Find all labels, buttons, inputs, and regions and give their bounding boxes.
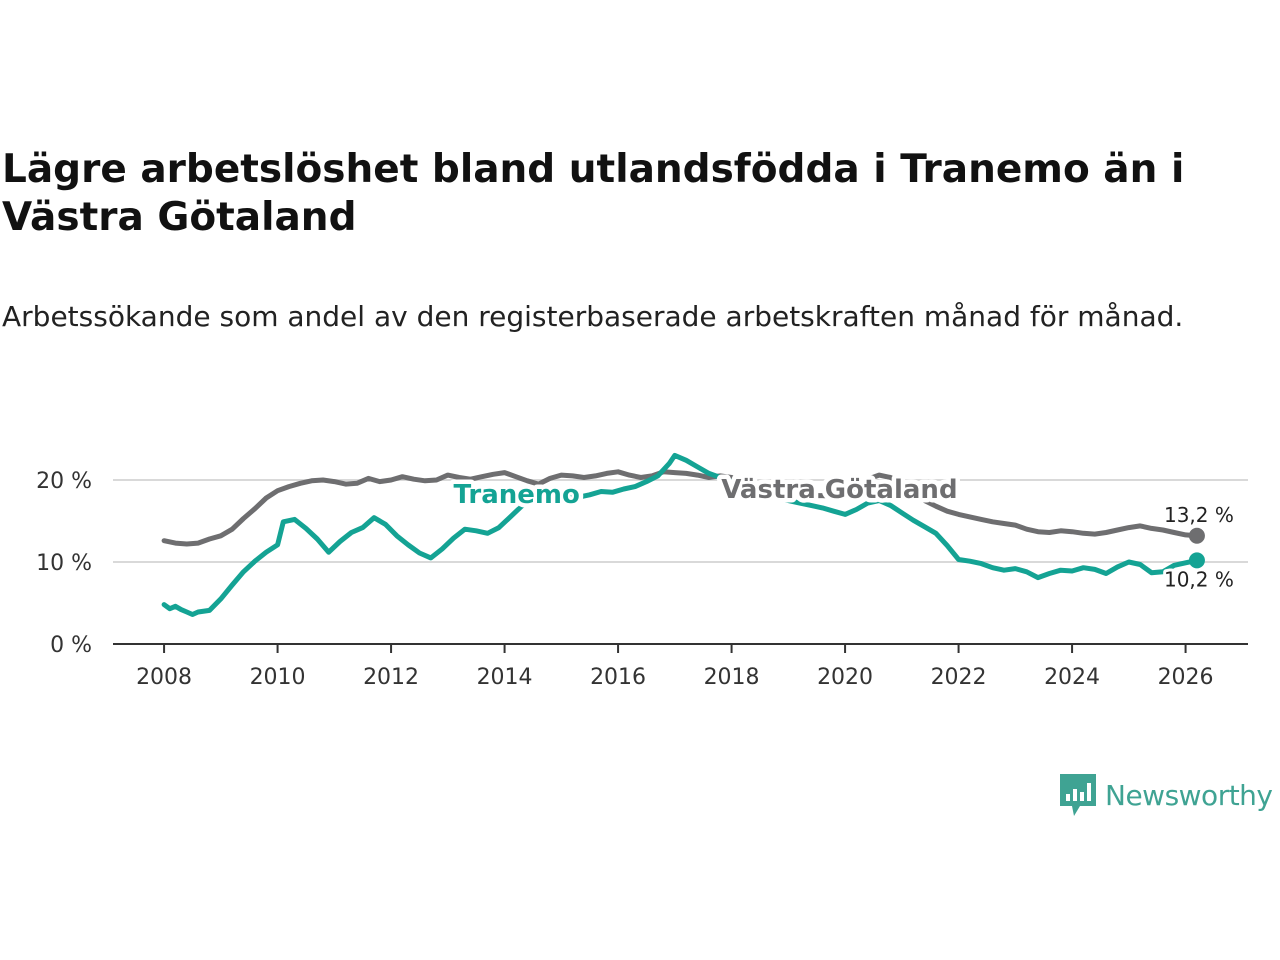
y-tick-label: 20 %: [36, 469, 92, 494]
x-tick-label: 2018: [704, 665, 760, 690]
y-tick-label: 0 %: [50, 633, 92, 658]
series-labels: Västra Götaland Tranemo: [449, 471, 962, 515]
newsworthy-brand: Newsworthy: [1058, 772, 1273, 818]
x-tick-label: 2014: [477, 665, 533, 690]
series-label-vastra-gotaland: Västra Götaland: [721, 475, 957, 505]
end-marker-vastra-gotaland: [1188, 527, 1205, 544]
x-tick-label: 2020: [817, 665, 873, 690]
series-lines: [161, 452, 1200, 617]
y-axis: 0 % 10 % 20 %: [36, 469, 92, 658]
chart-subtitle: Arbetssökande som andel av den registerb…: [2, 300, 1184, 333]
brand-name: Newsworthy: [1105, 778, 1273, 812]
end-value-label-vastra-gotaland: 13,2 %: [1164, 503, 1234, 527]
end-value-label-tranemo: 10,2 %: [1164, 567, 1234, 591]
series-line-vastra-gotaland: [161, 469, 1200, 547]
gridlines: [113, 479, 1248, 563]
x-tick-label: 2008: [136, 665, 192, 690]
series-line-tranemo: [161, 452, 1200, 617]
x-tick-label: 2024: [1044, 665, 1100, 690]
end-markers: 13,2 % 10,2 %: [1161, 500, 1237, 595]
x-tick-label: 2012: [363, 665, 419, 690]
x-tick-label: 2026: [1158, 665, 1214, 690]
y-tick-label: 10 %: [36, 551, 92, 576]
chart-title: Lägre arbetslöshet bland utlandsfödda i …: [2, 147, 1185, 240]
x-tick-label: 2010: [250, 665, 306, 690]
x-tick-label: 2016: [590, 665, 646, 690]
newsworthy-logo-icon: [1060, 774, 1096, 816]
line-chart: 0 % 10 % 20 % 2008 2010 2012 2014 2016 2018 2020…: [36, 452, 1248, 690]
end-marker-tranemo: [1188, 552, 1205, 569]
x-tick-label: 2022: [931, 665, 987, 690]
x-axis: 2008 2010 2012 2014 2016 2018 2020 2022 2024 2026: [113, 643, 1248, 690]
series-label-tranemo: Tranemo: [454, 480, 580, 510]
